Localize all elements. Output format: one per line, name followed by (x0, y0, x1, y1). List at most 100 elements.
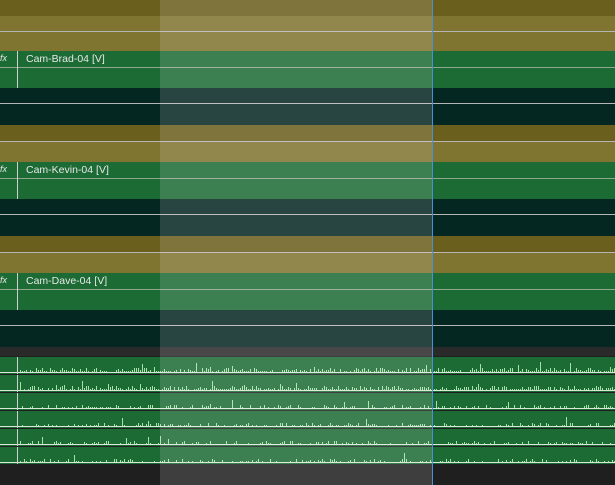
waveform-sample (488, 371, 489, 372)
waveform-sample (572, 423, 573, 426)
clip-edge[interactable] (17, 273, 18, 310)
waveform-sample (68, 407, 69, 408)
waveform-sample (210, 441, 211, 444)
track-separator[interactable] (0, 347, 615, 356)
waveform-sample (100, 407, 101, 408)
waveform-sample (252, 460, 253, 462)
waveform-sample (146, 387, 147, 390)
waveform-sample (140, 384, 141, 390)
waveform-sample (42, 407, 43, 408)
waveform-sample (104, 443, 105, 444)
waveform-sample (220, 406, 221, 408)
waveform-sample (144, 389, 145, 390)
waveform-sample (536, 368, 537, 372)
waveform-sample (250, 389, 251, 390)
waveform-sample (126, 438, 127, 444)
waveform-sample (306, 461, 307, 462)
audio-clip[interactable] (0, 429, 615, 446)
waveform-sample (236, 424, 237, 426)
video-clip-dave[interactable]: fx Cam-Dave-04 [V] (0, 273, 615, 289)
waveform-sample (180, 425, 181, 426)
waveform-sample (292, 441, 293, 444)
waveform-sample (266, 425, 267, 426)
waveform-sample (512, 459, 513, 462)
adjustment-clip[interactable] (0, 16, 615, 31)
waveform-sample (372, 405, 373, 408)
clip-name: Cam-Dave-04 [V] (26, 275, 108, 287)
audio-clip[interactable] (0, 393, 615, 410)
waveform-sample (332, 387, 333, 390)
waveform-sample (552, 371, 553, 372)
waveform-sample (468, 443, 469, 444)
waveform-sample (370, 443, 371, 444)
waveform-sample (300, 389, 301, 390)
waveform-sample (342, 443, 343, 444)
waveform-sample (112, 386, 113, 390)
waveform-sample (346, 425, 347, 426)
waveform-sample (78, 425, 79, 426)
waveform-sample (360, 371, 361, 372)
waveform-sample (612, 460, 613, 462)
waveform-sample (164, 387, 165, 390)
waveform-sample (510, 389, 511, 390)
waveform-sample (78, 461, 79, 462)
waveform-sample (530, 371, 531, 372)
waveform-sample (164, 369, 165, 372)
waveform-sample (22, 406, 23, 408)
waveform-sample (224, 389, 225, 390)
waveform-sample (182, 387, 183, 390)
waveform-sample (390, 371, 391, 372)
audio-clip[interactable] (0, 411, 615, 428)
clip-edge[interactable] (17, 51, 18, 88)
waveform-sample (392, 371, 393, 372)
adjustment-clip[interactable] (0, 142, 615, 162)
waveform-sample (34, 386, 35, 390)
adjustment-clip[interactable] (0, 125, 615, 141)
waveform-sample (192, 405, 193, 408)
waveform-sample (340, 369, 341, 372)
video-clip-kevin[interactable]: fx Cam-Kevin-04 [V] (0, 162, 615, 178)
video-clip-kevin-body[interactable] (0, 179, 615, 199)
waveform-sample (292, 425, 293, 426)
waveform-sample (398, 369, 399, 372)
waveform-sample (574, 371, 575, 372)
adjustment-clip[interactable] (0, 32, 615, 51)
clip-edge[interactable] (17, 162, 18, 199)
waveform-sample (612, 387, 613, 390)
adjustment-clip[interactable] (0, 236, 615, 252)
waveform-sample (458, 371, 459, 372)
waveform-sample (518, 461, 519, 462)
waveform-sample (196, 442, 197, 444)
video-clip-dave-body[interactable] (0, 290, 615, 310)
waveform-sample (366, 461, 367, 462)
waveform-sample (424, 443, 425, 444)
video-clip-brad[interactable]: fx Cam-Brad-04 [V] (0, 51, 615, 67)
waveform-sample (170, 405, 171, 408)
waveform-sample (82, 461, 83, 462)
video-clip-brad-body[interactable] (0, 68, 615, 88)
waveform-sample (236, 441, 237, 444)
waveform-sample (84, 442, 85, 444)
audio-clip[interactable] (0, 357, 615, 374)
waveform-sample (330, 459, 331, 462)
waveform-sample (304, 389, 305, 390)
waveform-sample (38, 370, 39, 372)
waveform-sample (532, 389, 533, 390)
adjustment-clip[interactable] (0, 0, 615, 16)
waveform-sample (474, 461, 475, 462)
waveform-sample (130, 406, 131, 408)
waveform-sample (56, 405, 57, 408)
adjustment-clip[interactable] (0, 253, 615, 273)
waveform-sample (298, 388, 299, 390)
waveform-sample (204, 407, 205, 408)
waveform-sample (464, 387, 465, 390)
playhead[interactable] (432, 0, 433, 485)
waveform-sample (420, 461, 421, 462)
audio-clip[interactable] (0, 375, 615, 392)
waveform-sample (148, 421, 149, 426)
waveform-sample (50, 368, 51, 372)
waveform-sample (590, 368, 591, 372)
audio-clip[interactable] (0, 447, 615, 464)
waveform-sample (224, 425, 225, 426)
